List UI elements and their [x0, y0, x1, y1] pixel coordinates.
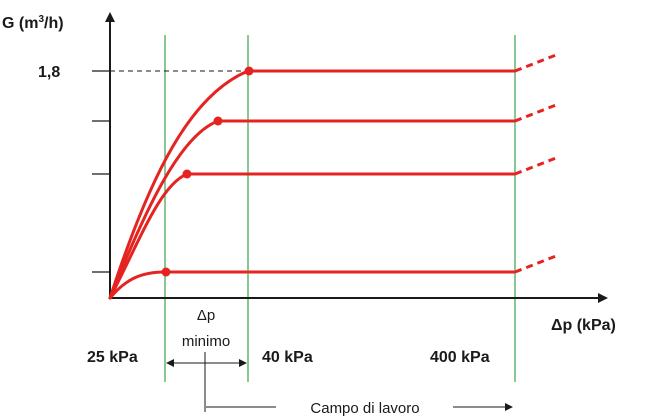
dp-min-label-line1: Δp — [197, 307, 215, 324]
x-tick-label-25kpa: 25 kPa — [87, 349, 138, 366]
y-axis-label-sup: 3 — [38, 14, 44, 25]
y-axis-label-end: /h) — [44, 15, 64, 32]
curve-point-2 — [213, 116, 223, 126]
flow-curves — [108, 69, 516, 300]
curve-series-2 — [108, 119, 516, 300]
x-tick-label-400kpa: 400 kPa — [430, 349, 490, 366]
curve-extension-2 — [514, 103, 557, 123]
curve-point-4 — [161, 267, 171, 277]
y-axis-label: G (m3/h) — [2, 14, 64, 32]
x-tick-label-40kpa: 40 kPa — [262, 349, 313, 366]
curve-series-3 — [108, 172, 516, 300]
curve-series-4 — [108, 270, 516, 300]
curve-point-3 — [182, 169, 192, 179]
curve-extension-1 — [514, 53, 557, 73]
curve-points — [161, 66, 254, 277]
y-axis-label-main: G (m — [2, 15, 38, 32]
y-tick-label: 1,8 — [38, 64, 60, 81]
curve-extension-4 — [514, 254, 557, 274]
x-axis-label: Δp (kPa) — [551, 317, 616, 334]
curve-point-1 — [244, 66, 254, 76]
curve-series-1 — [108, 69, 516, 300]
curve-extension-3 — [514, 156, 557, 176]
curve-extensions — [514, 53, 557, 274]
dp-min-label-line2: minimo — [182, 333, 230, 350]
work-range-label: Campo di lavoro — [310, 400, 419, 417]
